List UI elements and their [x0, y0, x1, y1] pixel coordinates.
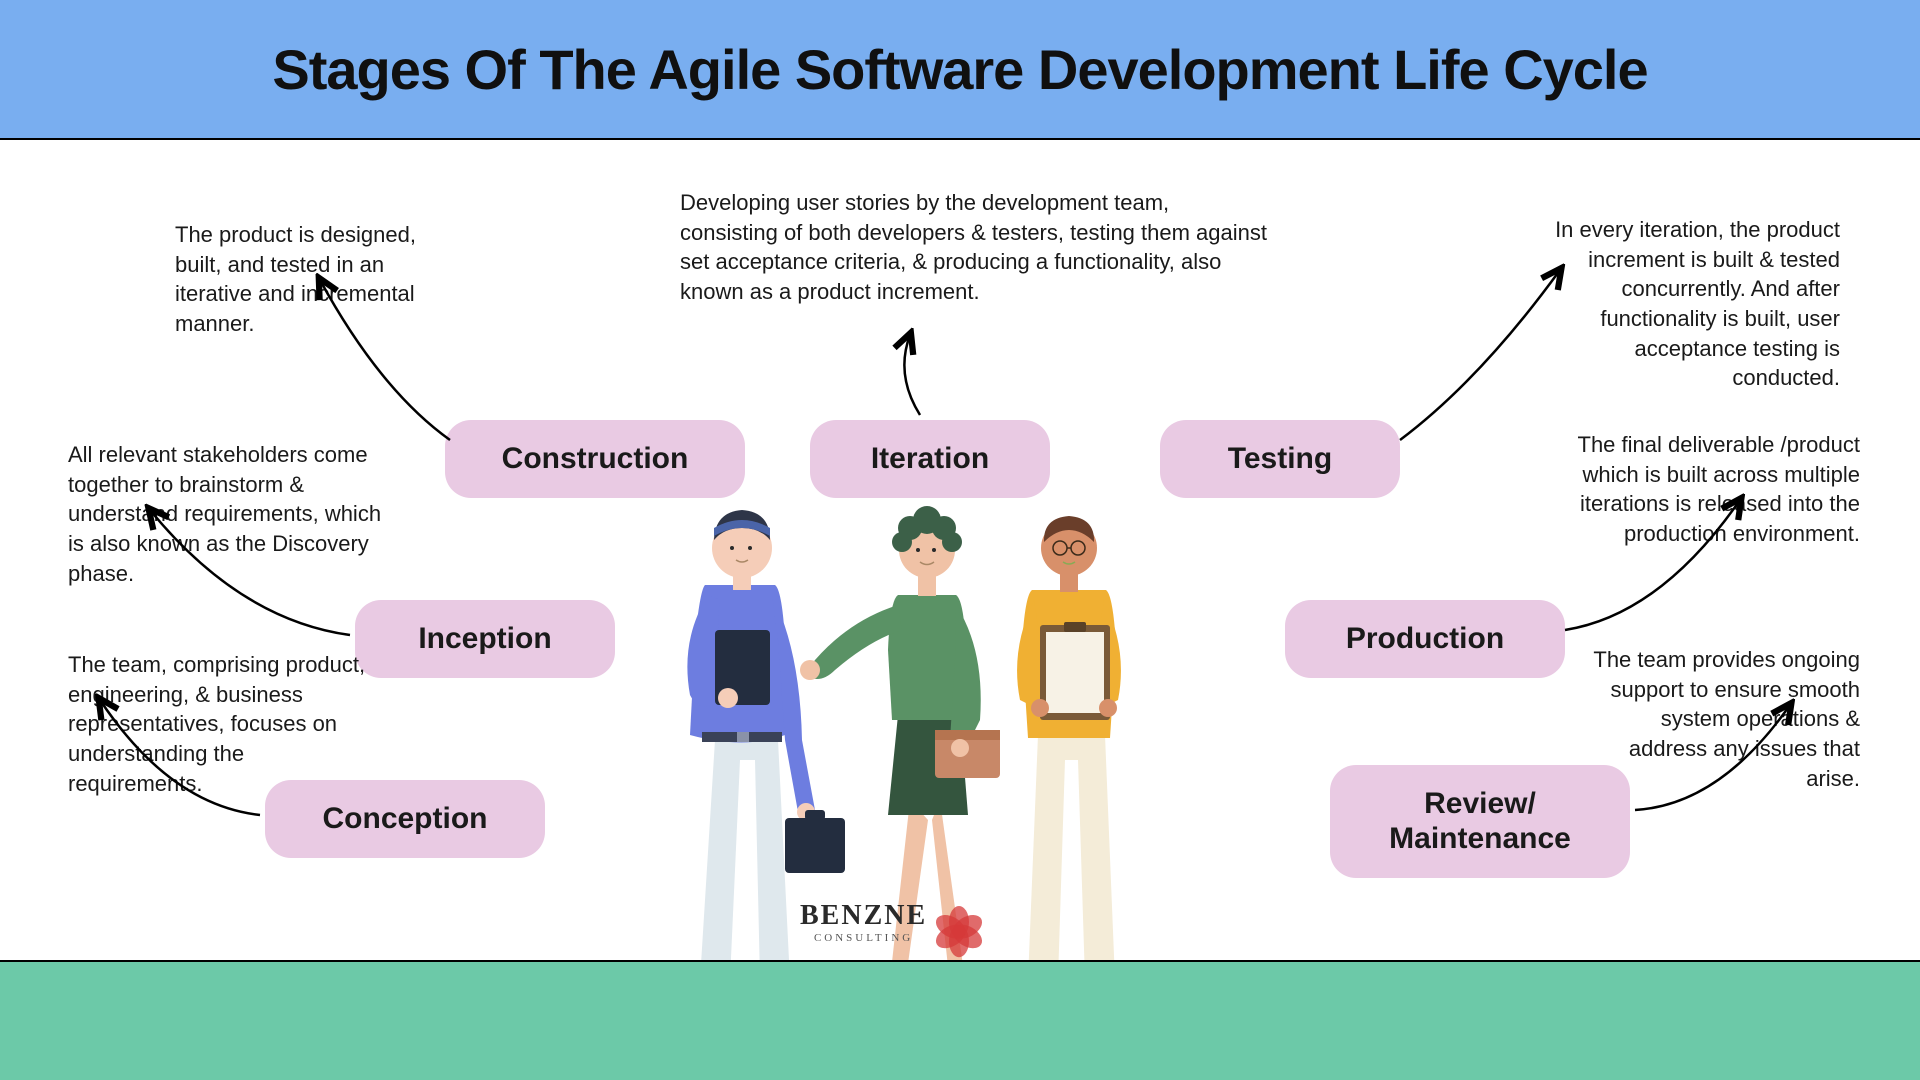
- people-illustration: [620, 440, 1240, 1040]
- footer-band: [0, 960, 1920, 1080]
- desc-review: The team provides ongoing support to ens…: [1580, 645, 1860, 793]
- person-3: [1012, 516, 1128, 1000]
- stage-label: Production: [1346, 622, 1504, 656]
- desc-conception: The team, comprising product, engineerin…: [68, 650, 368, 798]
- stage-label: Review/ Maintenance: [1389, 787, 1571, 856]
- desc-iteration: Developing user stories by the developme…: [680, 188, 1270, 307]
- stage-label: Testing: [1228, 442, 1332, 476]
- stage-label: Conception: [323, 802, 488, 836]
- desc-construction: The product is designed, built, and test…: [175, 220, 465, 339]
- desc-inception: All relevant stakeholders come together …: [68, 440, 388, 588]
- desc-testing: In every iteration, the product incremen…: [1530, 215, 1840, 393]
- stage-label: Inception: [418, 622, 551, 656]
- stage-production: Production: [1285, 600, 1565, 678]
- logo-flower-icon: [937, 900, 981, 944]
- main-canvas: Conception Inception Construction Iterat…: [0, 140, 1920, 960]
- header-banner: Stages Of The Agile Software Development…: [0, 0, 1920, 140]
- logo-text: BENZNE CONSULTING: [800, 900, 927, 944]
- brand-logo: BENZNE CONSULTING: [800, 900, 981, 944]
- page-title: Stages Of The Agile Software Development…: [272, 37, 1647, 102]
- desc-production: The final deliverable /product which is …: [1570, 430, 1860, 549]
- stage-inception: Inception: [355, 600, 615, 678]
